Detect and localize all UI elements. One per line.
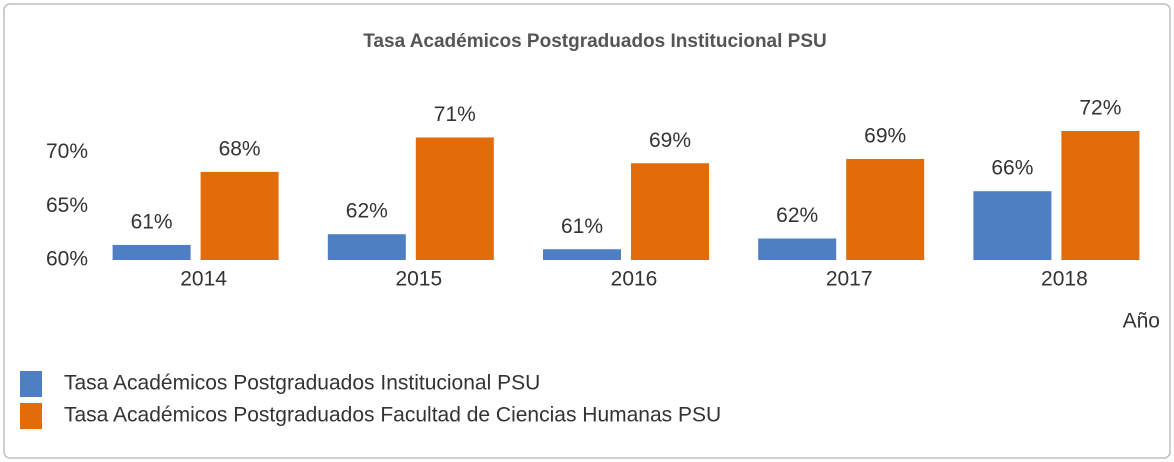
data-label: 62% xyxy=(346,200,388,223)
bar xyxy=(631,163,709,260)
y-tick-label: 70% xyxy=(46,140,88,163)
bar xyxy=(758,238,837,260)
legend-label: Tasa Académicos Postgraduados Facultad d… xyxy=(64,404,721,427)
y-tick-label: 60% xyxy=(46,248,88,271)
data-label: 69% xyxy=(649,129,691,152)
data-label: 72% xyxy=(1079,97,1121,120)
data-label: 71% xyxy=(434,103,476,126)
x-tick-label: 2015 xyxy=(395,268,442,291)
x-tick-label: 2018 xyxy=(1041,268,1088,291)
chart-frame xyxy=(3,3,1171,459)
x-tick-label: 2017 xyxy=(826,268,873,291)
chart-title: Tasa Académicos Postgraduados Institucio… xyxy=(363,31,827,52)
data-label: 69% xyxy=(864,124,906,147)
legend-label: Tasa Académicos Postgraduados Institucio… xyxy=(64,372,540,395)
bar xyxy=(973,191,1052,260)
x-tick-label: 2014 xyxy=(180,268,227,291)
data-label: 62% xyxy=(776,204,818,227)
bar xyxy=(327,234,406,260)
bar xyxy=(846,158,925,260)
bar xyxy=(200,171,279,260)
bar xyxy=(1061,131,1140,260)
legend-swatch xyxy=(20,403,42,429)
data-label: 61% xyxy=(561,215,603,238)
bar xyxy=(415,137,494,260)
data-label: 66% xyxy=(991,157,1033,180)
x-axis-label: Año xyxy=(1123,310,1160,333)
bar xyxy=(112,244,191,260)
data-label: 68% xyxy=(219,137,261,160)
data-label: 61% xyxy=(131,210,173,233)
y-tick-label: 65% xyxy=(46,194,88,217)
legend-swatch xyxy=(20,371,42,397)
x-tick-label: 2016 xyxy=(611,268,658,291)
bar xyxy=(543,249,621,260)
